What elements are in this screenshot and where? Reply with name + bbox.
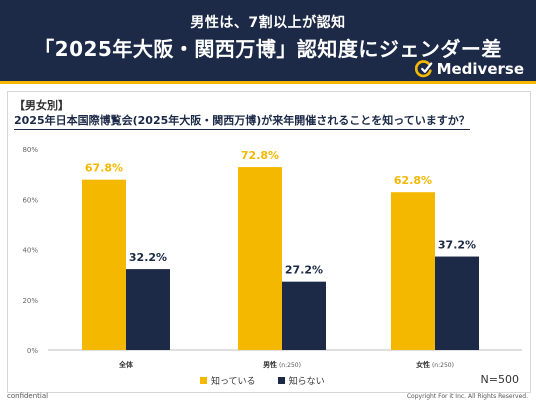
legend-label-know: 知っている xyxy=(211,377,256,387)
legend-swatch-know xyxy=(200,377,207,384)
header-title: 「2025年大阪・関西万博」認知度にジェンダー差 xyxy=(34,37,502,61)
bar-value-label: 37.2% xyxy=(438,239,476,252)
bar xyxy=(435,256,479,350)
bar-value-label: 27.2% xyxy=(285,264,323,277)
bar xyxy=(126,269,170,350)
legend-swatch-dont-know xyxy=(277,377,285,384)
legend-item-dont-know: 知らない xyxy=(277,374,325,387)
brand-name: Mediverse xyxy=(436,60,524,78)
bar-value-label: 32.2% xyxy=(129,251,167,264)
header-subtitle: 男性は、7割以上が認知 xyxy=(190,15,346,31)
bar xyxy=(82,179,126,350)
bar-value-label: 72.8% xyxy=(241,149,279,162)
bar xyxy=(282,281,326,350)
x-category-label: 全体 xyxy=(118,360,134,369)
legend-label-dont-know: 知らない xyxy=(288,377,325,387)
survey-question: 2025年日本国際博覧会(2025年大阪・関西万博)が来年開催されることを知って… xyxy=(14,112,470,130)
bar xyxy=(238,167,282,350)
x-category-label: 女性 (n:250) xyxy=(416,360,454,369)
bar xyxy=(391,192,435,350)
y-tick-label: 20% xyxy=(22,297,38,305)
brand-logo: Mediverse xyxy=(414,59,524,79)
y-tick-label: 80% xyxy=(22,146,38,154)
chart-legend: 知っている 知らない xyxy=(200,374,347,387)
copyright-label: Copyright For it Inc. All Rights Reserve… xyxy=(406,393,528,400)
y-tick-label: 40% xyxy=(22,247,38,255)
x-category-label: 男性 (n:250) xyxy=(263,360,301,369)
y-tick-label: 0% xyxy=(27,347,38,355)
legend-item-know: 知っている xyxy=(200,374,256,387)
sample-size-label: N=500 xyxy=(480,373,519,386)
mediverse-logo-icon xyxy=(414,60,432,78)
confidential-label: confidential xyxy=(7,392,49,400)
y-tick-label: 60% xyxy=(22,196,38,204)
header-accent-line xyxy=(0,81,536,84)
bar-value-label: 67.8% xyxy=(85,162,123,175)
segment-tag: 【男女別】 xyxy=(14,99,69,112)
bar-value-label: 62.8% xyxy=(394,174,432,187)
header-banner: 男性は、7割以上が認知 「2025年大阪・関西万博」認知度にジェンダー差 Med… xyxy=(0,0,536,81)
